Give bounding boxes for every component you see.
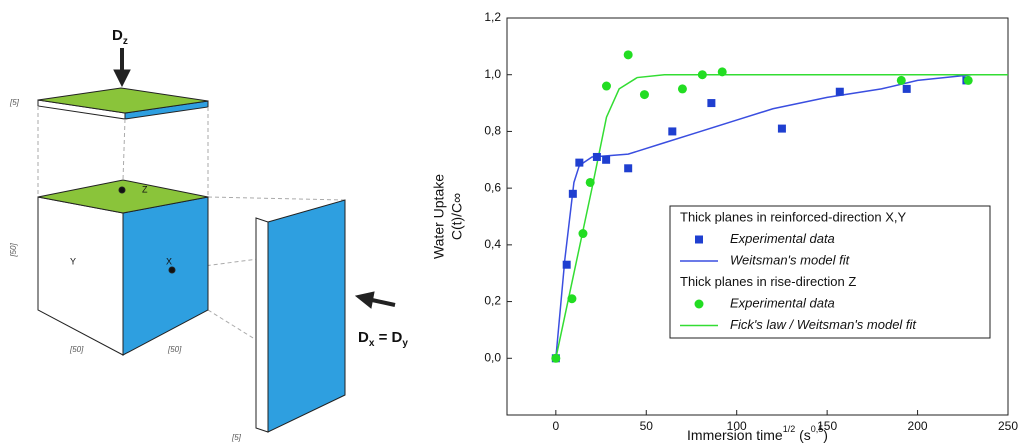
x-tick-label: 50	[640, 419, 654, 433]
x-tick-label: 0	[552, 419, 559, 433]
x-axis-label: Immersion time1/2 (s0,5)	[687, 424, 828, 442]
x-tick-label: 100	[727, 419, 747, 433]
data-point	[562, 260, 571, 269]
data-point	[567, 294, 577, 304]
x-tick-label: 200	[908, 419, 928, 433]
dimension: [5]	[9, 98, 20, 107]
x-tick-label: 150	[817, 419, 837, 433]
data-point	[707, 99, 716, 108]
data-point	[624, 164, 633, 173]
dimension: [50]	[69, 345, 84, 354]
legend-label: Fick's law / Weitsman's model fit	[730, 317, 917, 332]
label-part: 1/2	[783, 424, 796, 434]
slab-side	[255, 217, 269, 433]
label-part: (s	[795, 427, 811, 443]
legend-marker	[695, 235, 703, 244]
label-part: )	[823, 427, 828, 443]
label: x	[369, 338, 375, 349]
legend-label: Experimental data	[730, 231, 835, 246]
data-point	[578, 229, 588, 239]
label: y	[402, 338, 408, 349]
data-point	[896, 75, 906, 85]
point	[168, 266, 176, 274]
data-point	[835, 87, 844, 96]
data-point	[592, 152, 601, 161]
data-point	[602, 155, 611, 164]
data-point	[575, 158, 584, 167]
y-axis-label: Water Uptake	[431, 174, 447, 259]
data-point	[963, 75, 973, 85]
data-point	[623, 50, 633, 60]
data-point	[902, 84, 911, 93]
arrow-head	[113, 69, 131, 88]
face-label: X	[166, 256, 172, 266]
label-part: Immersion time	[687, 427, 783, 443]
plate-top	[37, 87, 209, 114]
arrow	[371, 298, 396, 307]
legend-marker	[694, 299, 704, 309]
legend-label: Weitsman's model fit	[730, 252, 851, 267]
fit-line	[555, 73, 1008, 359]
cube-face	[122, 196, 209, 356]
label: z	[123, 36, 128, 47]
legend-title: Thick planes in reinforced-direction X,Y	[680, 209, 906, 224]
data-point	[697, 70, 707, 80]
cube-face	[37, 196, 124, 356]
data-point	[568, 189, 577, 198]
data-point	[677, 84, 687, 94]
x-tick-label: 250	[998, 419, 1018, 433]
label: D	[112, 27, 123, 44]
label-part: 0,5	[811, 424, 824, 434]
cube-top	[37, 179, 209, 214]
data-point	[585, 177, 595, 187]
y-tick-label: 1,2	[484, 10, 501, 24]
point	[118, 186, 126, 194]
y-tick-label: 1,0	[484, 67, 501, 81]
legend-title: Thick planes in rise-direction Z	[680, 274, 856, 289]
y-tick-label: 0,0	[484, 350, 501, 364]
chart: 0 50 100 150 200 250 0,0 0,2 0,4 0,6 0,8 1,0 1,2 Wate…	[431, 10, 1019, 443]
series-group	[551, 50, 1008, 363]
data-point	[717, 67, 727, 77]
data-point	[551, 353, 561, 363]
plot-frame	[506, 17, 1009, 416]
face-label: Z	[142, 184, 148, 194]
label: D	[358, 329, 369, 346]
legend-label: Experimental data	[730, 295, 835, 310]
y-tick-label: 0,6	[484, 180, 501, 194]
specimen-diagram	[37, 48, 396, 433]
data-point	[639, 90, 649, 100]
label: =	[374, 329, 391, 346]
y-tick-label: 0,2	[484, 294, 501, 308]
diffusion-label: Dx = Dy	[358, 329, 408, 349]
data-point	[668, 127, 677, 136]
label: D	[392, 329, 403, 346]
arrow-head	[354, 291, 375, 309]
diffusion-label: Dz	[112, 27, 128, 47]
data-point	[601, 81, 611, 91]
y-axis-label: C(t)/C∞	[449, 193, 465, 240]
dimension: [50]	[167, 345, 182, 354]
y-tick-label: 0,4	[484, 237, 501, 251]
dimension: [50]	[9, 243, 18, 258]
legend-box	[669, 205, 991, 339]
data-point	[777, 124, 786, 133]
slab-face	[267, 199, 346, 433]
face-label: Y	[70, 256, 76, 266]
fit-line	[555, 73, 1008, 359]
dimension: [5]	[231, 433, 242, 442]
y-tick-label: 0,8	[484, 124, 501, 138]
legend: Thick planes in reinforced-direction X,Y…	[669, 205, 991, 339]
